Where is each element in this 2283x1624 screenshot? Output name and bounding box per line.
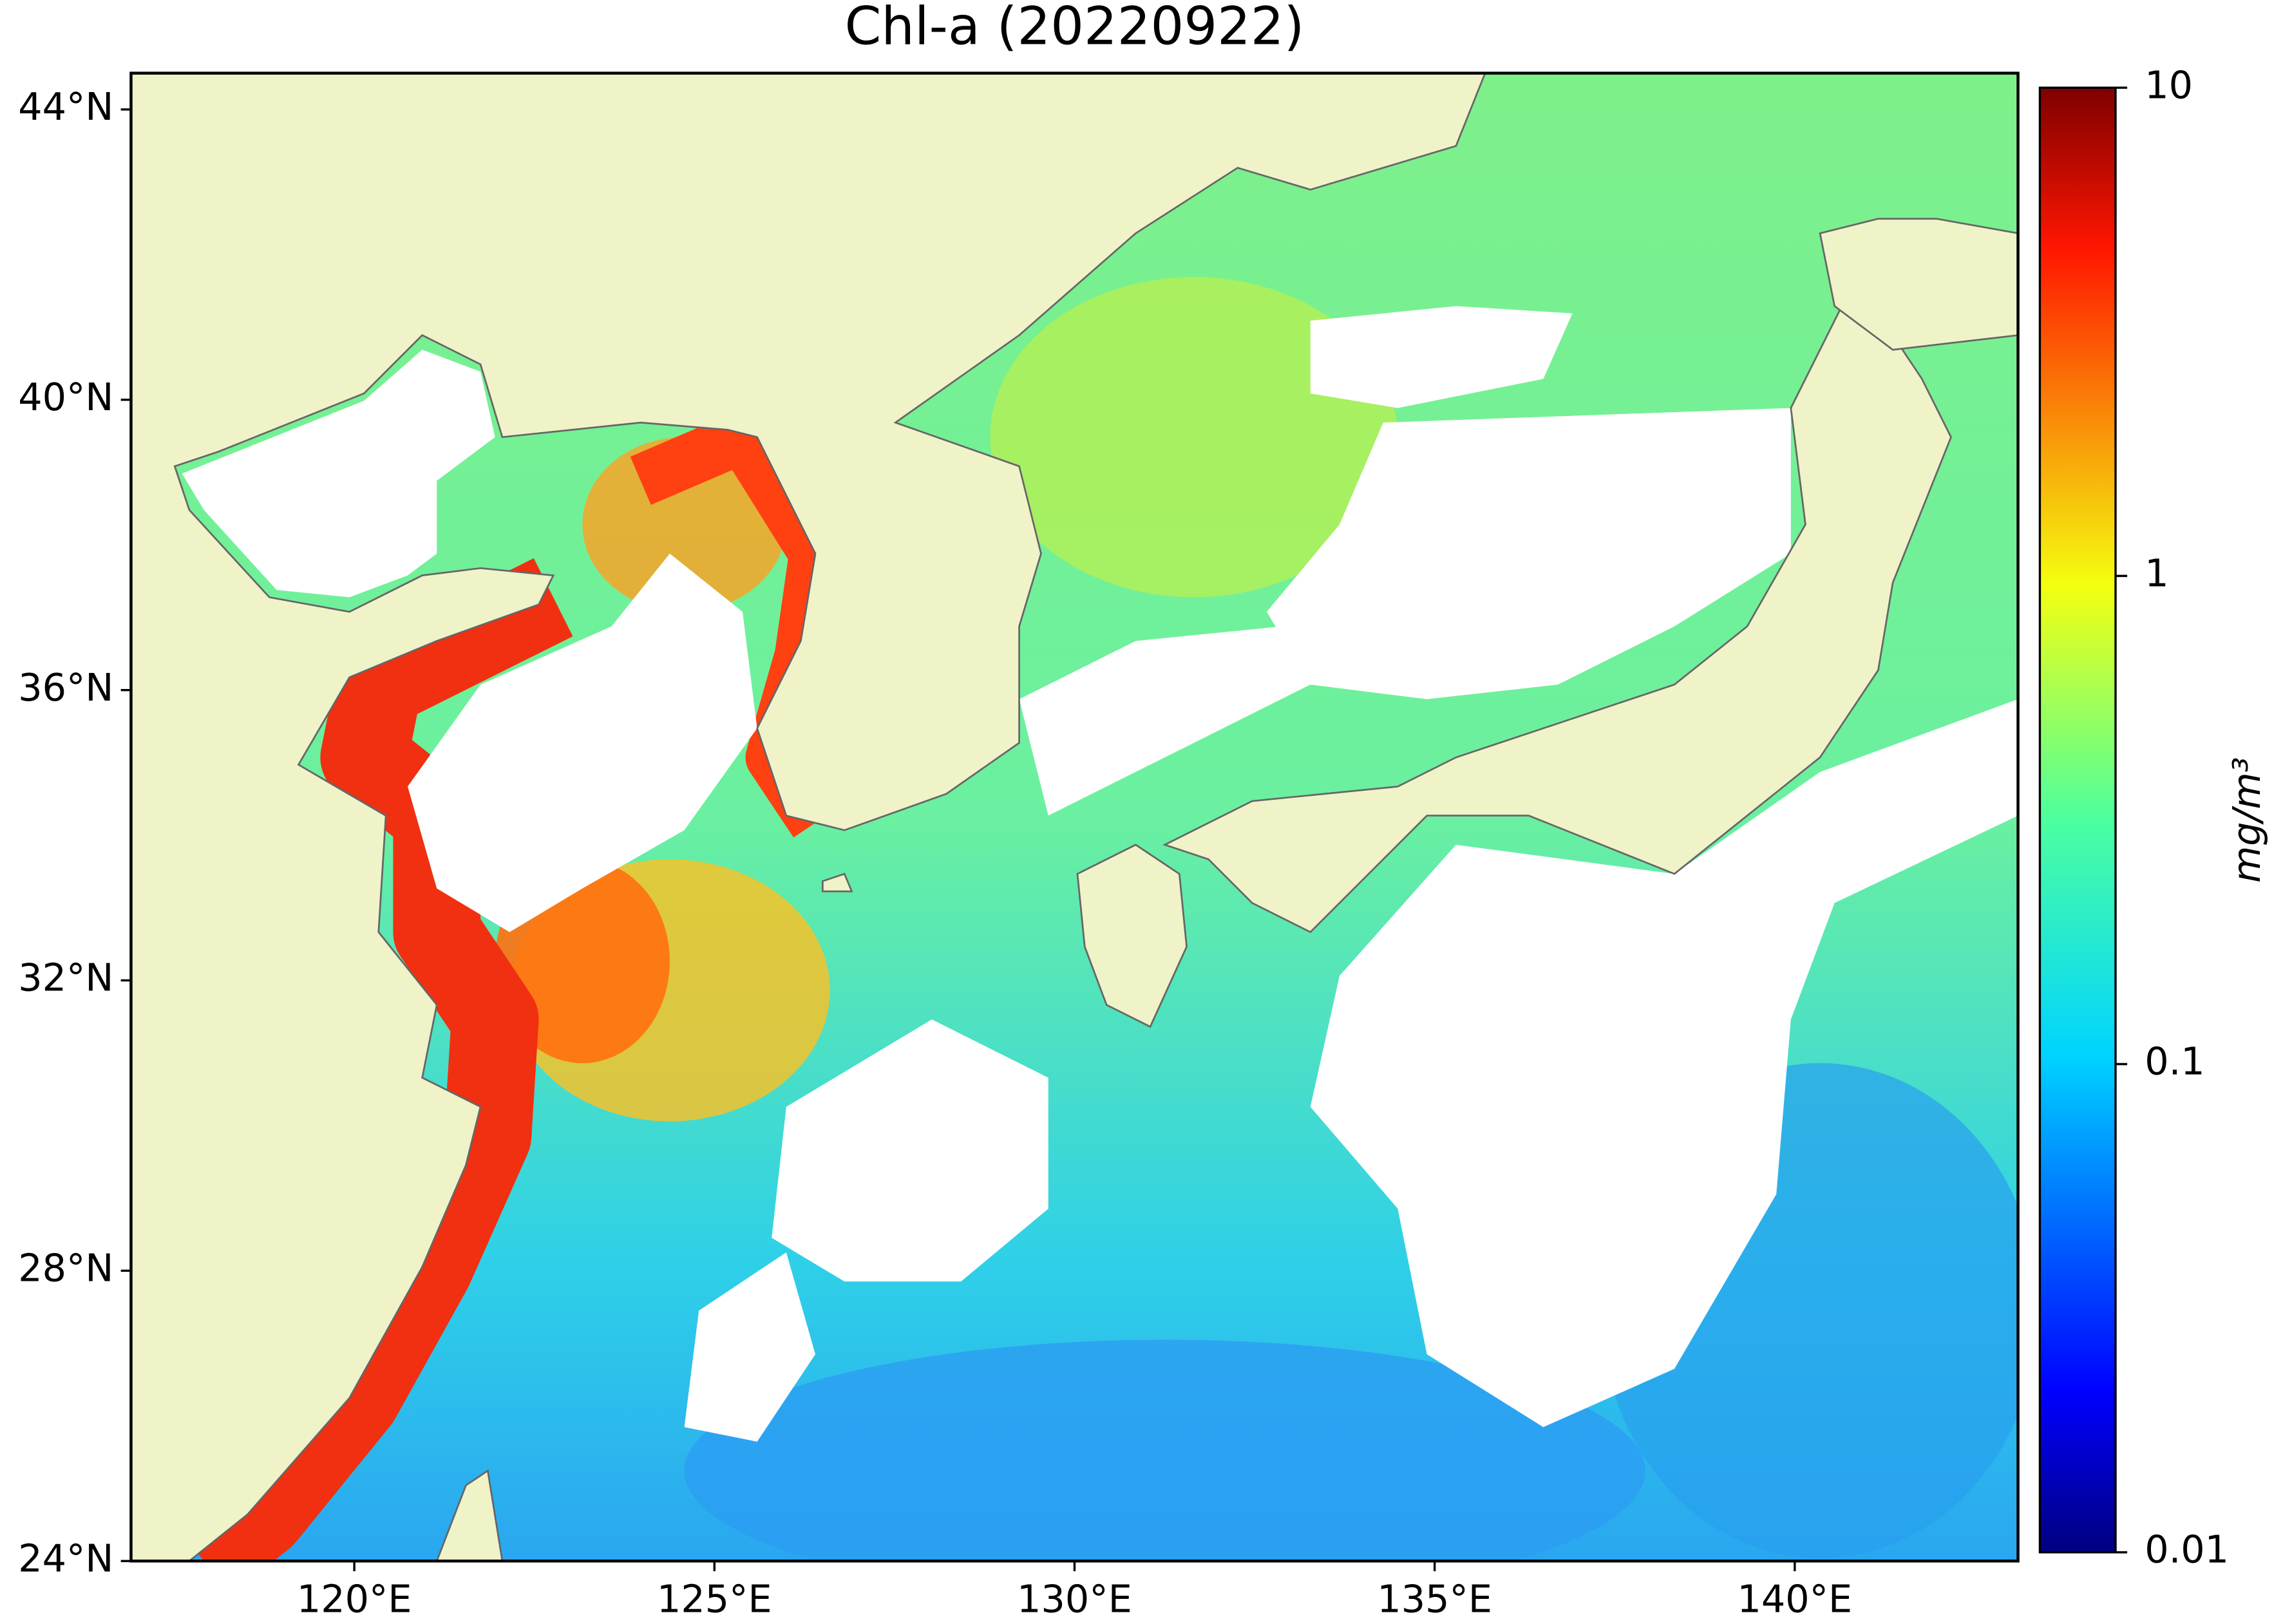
map-area xyxy=(131,73,2018,1562)
x-tick-label: 140°E xyxy=(1737,1577,1852,1621)
land-hokkaido xyxy=(1819,218,2018,351)
cloud xyxy=(1266,408,1791,699)
cloud xyxy=(1310,306,1573,408)
cloud xyxy=(1019,626,1311,816)
x-tick-label: 120°E xyxy=(297,1577,412,1621)
y-tick-label: 44°N xyxy=(18,84,113,129)
y-tick-label: 36°N xyxy=(18,665,113,710)
land-kyushu xyxy=(1076,844,1188,1028)
y-tick-label: 32°N xyxy=(18,956,113,1000)
low-chl-patch xyxy=(684,1339,1645,1562)
land-jeju xyxy=(822,873,853,892)
x-tick-label: 125°E xyxy=(657,1577,772,1621)
high-chl-patch xyxy=(582,437,786,612)
colorbar-tick-label: 0.01 xyxy=(2145,1527,2229,1572)
colorbar-tick-label: 1 xyxy=(2145,551,2168,595)
y-tick-label: 28°N xyxy=(18,1245,113,1290)
land-honshu xyxy=(1162,290,1953,934)
land-asia xyxy=(131,73,1486,1562)
colorbar-tick-label: 10 xyxy=(2145,62,2193,107)
cloud xyxy=(182,350,495,598)
y-tick-label: 40°N xyxy=(18,375,113,419)
colorbar-tick-label: 0.1 xyxy=(2145,1039,2204,1084)
cloud xyxy=(772,1019,1048,1282)
x-tick-label: 130°E xyxy=(1017,1577,1132,1621)
cloud xyxy=(1310,699,2018,1428)
colorbar xyxy=(2038,86,2117,1554)
x-tick-label: 135°E xyxy=(1377,1577,1492,1621)
chart-title: Chl-a (20220922) xyxy=(845,0,1305,57)
colorbar-label: mg/m³ xyxy=(2224,757,2269,883)
y-tick-label: 24°N xyxy=(18,1536,113,1580)
coastal-bloom xyxy=(176,558,573,1562)
cloud xyxy=(408,553,757,932)
high-chl-patch xyxy=(990,277,1398,598)
cloud xyxy=(684,1252,816,1442)
land-taiwan xyxy=(435,1469,504,1562)
